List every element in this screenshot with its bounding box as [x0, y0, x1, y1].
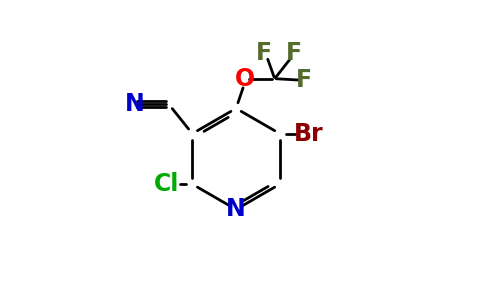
- Text: N: N: [226, 197, 246, 221]
- Text: F: F: [286, 41, 302, 65]
- Text: F: F: [296, 68, 313, 92]
- Text: N: N: [124, 92, 144, 116]
- Text: Br: Br: [294, 122, 324, 146]
- Text: Cl: Cl: [154, 172, 180, 196]
- Text: O: O: [235, 67, 255, 91]
- Text: F: F: [256, 41, 272, 65]
